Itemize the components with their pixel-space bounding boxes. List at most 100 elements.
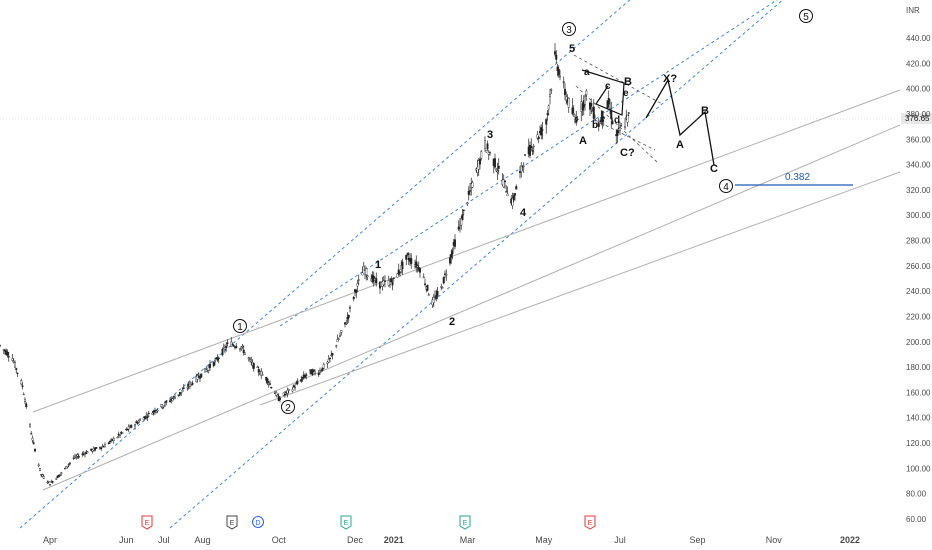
event-marker[interactable]: E <box>459 515 471 530</box>
event-marker[interactable]: E <box>584 515 596 530</box>
candle <box>243 352 246 355</box>
time-tick-label: Aug <box>194 535 210 545</box>
candle <box>559 70 562 81</box>
blue-channel-upper <box>19 0 631 529</box>
price-tick-label: 260.00 <box>906 262 931 271</box>
candle <box>514 192 517 201</box>
price-tick-label: 80.00 <box>906 490 927 499</box>
candle <box>75 454 78 460</box>
candle <box>59 474 62 477</box>
candle <box>489 151 492 156</box>
time-tick-label: May <box>535 535 553 545</box>
candle <box>451 247 454 260</box>
B-label-1: B <box>624 76 632 88</box>
candle <box>16 372 19 378</box>
price-tick-label: 360.00 <box>906 135 931 144</box>
candle <box>205 366 208 373</box>
circled-2-marker: 2 <box>281 400 295 414</box>
candle <box>432 293 435 308</box>
candle <box>295 380 298 385</box>
time-tick-label: Sep <box>689 535 705 545</box>
candle <box>344 322 347 328</box>
time-tick-label: 2022 <box>840 535 860 545</box>
time-axis[interactable]: Apr Jun Jul Aug Oct Dec 2021 Mar May Jul Sep Nov 202… <box>43 535 860 545</box>
candle <box>41 473 44 478</box>
candle <box>416 263 419 273</box>
price-tick-label: 280.00 <box>906 237 931 246</box>
candle <box>515 184 518 190</box>
candle <box>21 382 24 390</box>
currency-label: INR <box>906 6 920 15</box>
candle <box>461 209 464 221</box>
candle <box>261 371 264 376</box>
candle <box>72 455 75 461</box>
candle <box>346 312 349 324</box>
candle <box>276 393 279 397</box>
gray-channel-top <box>32 89 901 413</box>
A-label-1: A <box>579 135 587 147</box>
candle <box>311 368 314 377</box>
candle <box>530 138 533 151</box>
candle <box>172 395 175 400</box>
event-marker-label: D <box>255 520 260 527</box>
candle <box>554 43 557 57</box>
candle <box>6 349 9 358</box>
candle <box>557 65 560 78</box>
candle <box>504 180 507 189</box>
event-marker[interactable]: E <box>340 515 352 530</box>
candle <box>547 104 550 116</box>
circled-5-text: 5 <box>803 12 809 23</box>
price-axis[interactable]: INR 376.65 60.00 80.00 100.00 120.00 140.00 1… <box>901 6 932 524</box>
candle <box>136 420 139 425</box>
candle <box>556 64 559 77</box>
candle <box>427 292 430 296</box>
candle <box>592 99 595 124</box>
candle <box>477 157 480 176</box>
candle <box>555 50 558 64</box>
candle <box>366 274 369 281</box>
event-marker[interactable]: E <box>141 515 153 530</box>
candle <box>55 477 58 480</box>
candle <box>601 111 604 129</box>
candle <box>57 474 60 478</box>
candle <box>399 271 402 277</box>
candle <box>173 394 176 400</box>
candle <box>191 380 194 386</box>
candle <box>171 397 174 402</box>
candle <box>361 266 364 276</box>
price-tick-label: 340.00 <box>906 161 931 170</box>
candle <box>223 344 226 354</box>
candle <box>32 440 35 445</box>
candle <box>599 119 602 124</box>
candle <box>450 249 453 264</box>
candle <box>76 453 79 459</box>
candle <box>15 367 18 374</box>
candle <box>112 436 115 444</box>
event-marker[interactable]: D <box>252 516 264 528</box>
candle <box>267 381 270 388</box>
candle <box>390 276 393 283</box>
candle <box>22 392 25 396</box>
candle <box>31 435 34 444</box>
A-label-2: A <box>676 139 684 151</box>
time-tick-label: Jun <box>119 535 134 545</box>
candle <box>540 124 543 140</box>
candle <box>163 400 166 408</box>
candle <box>314 369 317 376</box>
blue-channel-mid <box>279 0 778 327</box>
minor-e-label: e <box>623 88 629 99</box>
candle <box>327 354 330 363</box>
candle <box>177 394 180 398</box>
candle <box>619 121 622 136</box>
event-marker[interactable]: E <box>226 515 238 530</box>
candle <box>442 276 445 285</box>
candle <box>138 418 141 421</box>
candle <box>422 273 425 279</box>
candle <box>345 319 348 325</box>
candle <box>471 180 474 189</box>
candle <box>572 105 575 118</box>
candle <box>532 143 535 155</box>
candle <box>352 295 355 302</box>
candle <box>103 442 106 448</box>
